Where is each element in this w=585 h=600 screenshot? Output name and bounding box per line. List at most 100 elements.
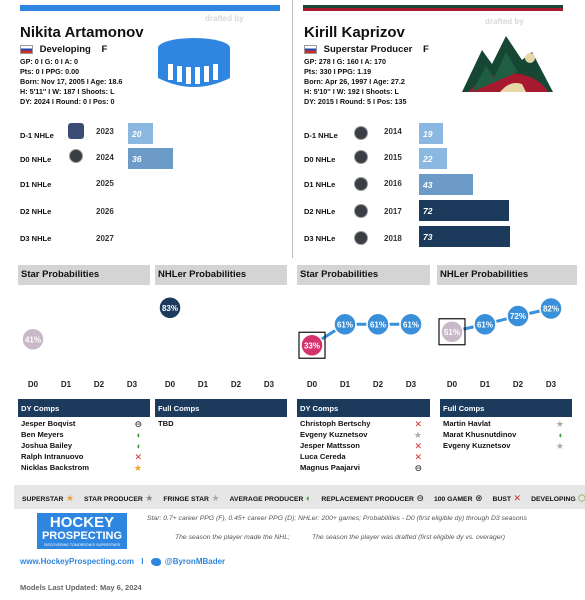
player-position: F <box>422 44 429 55</box>
player-name: Nikita Artamonov <box>20 24 144 41</box>
stat-line: GP: 0 I G: 0 I A: 0 <box>20 57 79 66</box>
probability-label: 83% <box>162 304 178 313</box>
dy-comps-title: DY Comps <box>297 399 430 417</box>
average-producer-icon: ◐ <box>303 493 312 503</box>
season-year: 2025 <box>96 179 114 188</box>
comp-name: Evgeny Kuznetsov <box>300 430 368 439</box>
x-tick-label: D2 <box>373 380 384 389</box>
comp-row: Evgeny Kuznetsov ★ <box>443 441 572 452</box>
twitter-handle-link[interactable]: @ByronMBader <box>164 557 226 566</box>
probability-point <box>300 333 324 357</box>
models-updated-text: Models Last Updated: May 6, 2024 <box>20 583 142 592</box>
bust-icon: ✕ <box>134 452 142 462</box>
probability-point <box>399 312 423 336</box>
row-label: D2 NHLe <box>20 207 52 216</box>
row-label: D0 NHLe <box>304 155 336 164</box>
footer-separator: I <box>141 557 144 566</box>
probability-label: 61% <box>370 320 386 329</box>
probability-charts: 41% D0 D1 D2 D3 83% D0 D1 D2 D3 33% 61% 61% 61% D0 D1 D2… <box>21 296 563 389</box>
legend-label: SUPERSTAR <box>22 496 64 503</box>
average-producer-icon: ◐ <box>136 430 142 440</box>
nhle-bar: 43 <box>419 174 473 195</box>
comp-name: Martin Havlat <box>443 419 491 428</box>
x-tick-label: D1 <box>61 380 72 389</box>
x-tick-label: D3 <box>127 380 138 389</box>
dy-comps-title: DY Comps <box>18 399 150 417</box>
row-label: D1 NHLe <box>20 180 52 189</box>
legend-label: STAR PRODUCER <box>84 496 143 503</box>
probability-point <box>506 304 530 328</box>
team-logo-icon <box>158 38 230 87</box>
draft-year-box <box>438 318 466 346</box>
nhle-bar: 22 <box>419 148 447 169</box>
nhler-probabilities-title: NHLer Probabilities <box>437 265 577 285</box>
legend-item: FRINGE STAR ★ <box>163 493 219 503</box>
row-label: D1 NHLe <box>304 180 336 189</box>
probability-label: 61% <box>477 320 493 329</box>
comp-row: Jesper Boqvist ⊖ <box>21 419 150 430</box>
legend-label: FRINGE STAR <box>163 496 209 503</box>
legend-item: 100 GAMER ⊗ <box>434 493 483 503</box>
x-tick-label: D0 <box>165 380 176 389</box>
probability-point <box>21 327 45 351</box>
draft-year-box <box>298 331 326 359</box>
nhle-bar: 36 <box>128 148 173 169</box>
row-label: D2 NHLe <box>304 207 336 216</box>
website-link[interactable]: www.HockeyProspecting.com <box>20 557 134 566</box>
nhle-chart-left: D-1 NHLe D0 NHLe D1 NHLe D2 NHLe D3 NHLe… <box>20 120 290 250</box>
stat-line: H: 5'10'' I W: 192 I Shoots: L <box>304 87 399 96</box>
full-comps-right: Full Comps Martin Havlat ★ Marat Khusnutdi… <box>440 399 572 452</box>
comp-row: Jesper Mattsson ✕ <box>300 441 430 452</box>
stat-line: DY: 2024 I Round: 0 I Pos: 0 <box>20 97 115 106</box>
probability-point <box>473 312 497 336</box>
khl-logo-icon <box>354 149 368 164</box>
bust-icon: ✕ <box>414 419 422 429</box>
legend-label: REPLACEMENT PRODUCER <box>321 496 414 503</box>
star-probabilities-title: Star Probabilities <box>297 265 430 285</box>
khl-logo-icon <box>354 125 368 140</box>
logo-line-1: HOCKEY <box>49 514 115 531</box>
probability-line <box>451 307 552 334</box>
nhle-bar: 19 <box>419 123 443 144</box>
stat-line: Born: Apr 26, 1997 I Age: 27.2 <box>304 77 405 86</box>
dy-comps-left: DY Comps Jesper Boqvist ⊖ Ben Meyers ◐ Joshu… <box>18 399 150 474</box>
drafted-by-label: drafted by <box>205 14 244 23</box>
probability-point <box>539 296 563 321</box>
developing-icon: ⬡ <box>575 493 585 503</box>
logo-tagline: DISCOVERING TOMORROW'S SUPERSTARS <box>43 543 121 547</box>
hockey-prospecting-logo: HOCKEY PROSPECTING DISCOVERING TOMORROW'… <box>37 513 127 549</box>
player-position: F <box>101 44 108 55</box>
season-year: 2018 <box>384 234 402 243</box>
league-logo-icon <box>68 123 84 139</box>
comp-name: Christoph Bertschy <box>300 419 371 428</box>
x-tick-label: D0 <box>28 380 39 389</box>
superstar-icon: ★ <box>63 493 74 503</box>
stat-line: Born: Nov 17, 2005 I Age: 18.6 <box>20 77 123 86</box>
twitter-icon <box>150 557 161 566</box>
probability-label: 41% <box>25 335 41 344</box>
note-right: The season the player was drafted (first… <box>312 534 506 541</box>
x-tick-label: D2 <box>513 380 524 389</box>
fringe-star-icon: ★ <box>413 430 422 440</box>
fringe-star-icon: ★ <box>555 419 564 429</box>
comp-name: Luca Cereda <box>300 452 346 461</box>
x-tick-label: D0 <box>307 380 318 389</box>
left-stripe <box>20 5 280 11</box>
khl-logo-icon <box>69 148 83 163</box>
comp-name: Evgeny Kuznetsov <box>443 441 511 450</box>
comp-row: Christoph Bertschy ✕ <box>300 419 430 430</box>
season-year: 2027 <box>96 234 114 243</box>
bust-icon: ✕ <box>511 493 522 503</box>
player-name: Kirill Kaprizov <box>304 24 405 41</box>
russia-flag-icon <box>20 44 33 54</box>
comp-row: Martin Havlat ★ <box>443 419 572 430</box>
legend-item: BUST ✕ <box>493 493 522 503</box>
comp-name: Marat Khusnutdinov <box>443 430 517 439</box>
stat-line: H: 5'11'' I W: 187 I Shoots: L <box>20 87 115 96</box>
replacement-producer-icon: ⊖ <box>414 463 422 473</box>
x-tick-label: D0 <box>447 380 458 389</box>
khl-logo-icon <box>354 203 368 218</box>
season-year: 2015 <box>384 153 402 162</box>
fringe-star-icon: ★ <box>555 441 564 451</box>
season-year: 2016 <box>384 179 402 188</box>
